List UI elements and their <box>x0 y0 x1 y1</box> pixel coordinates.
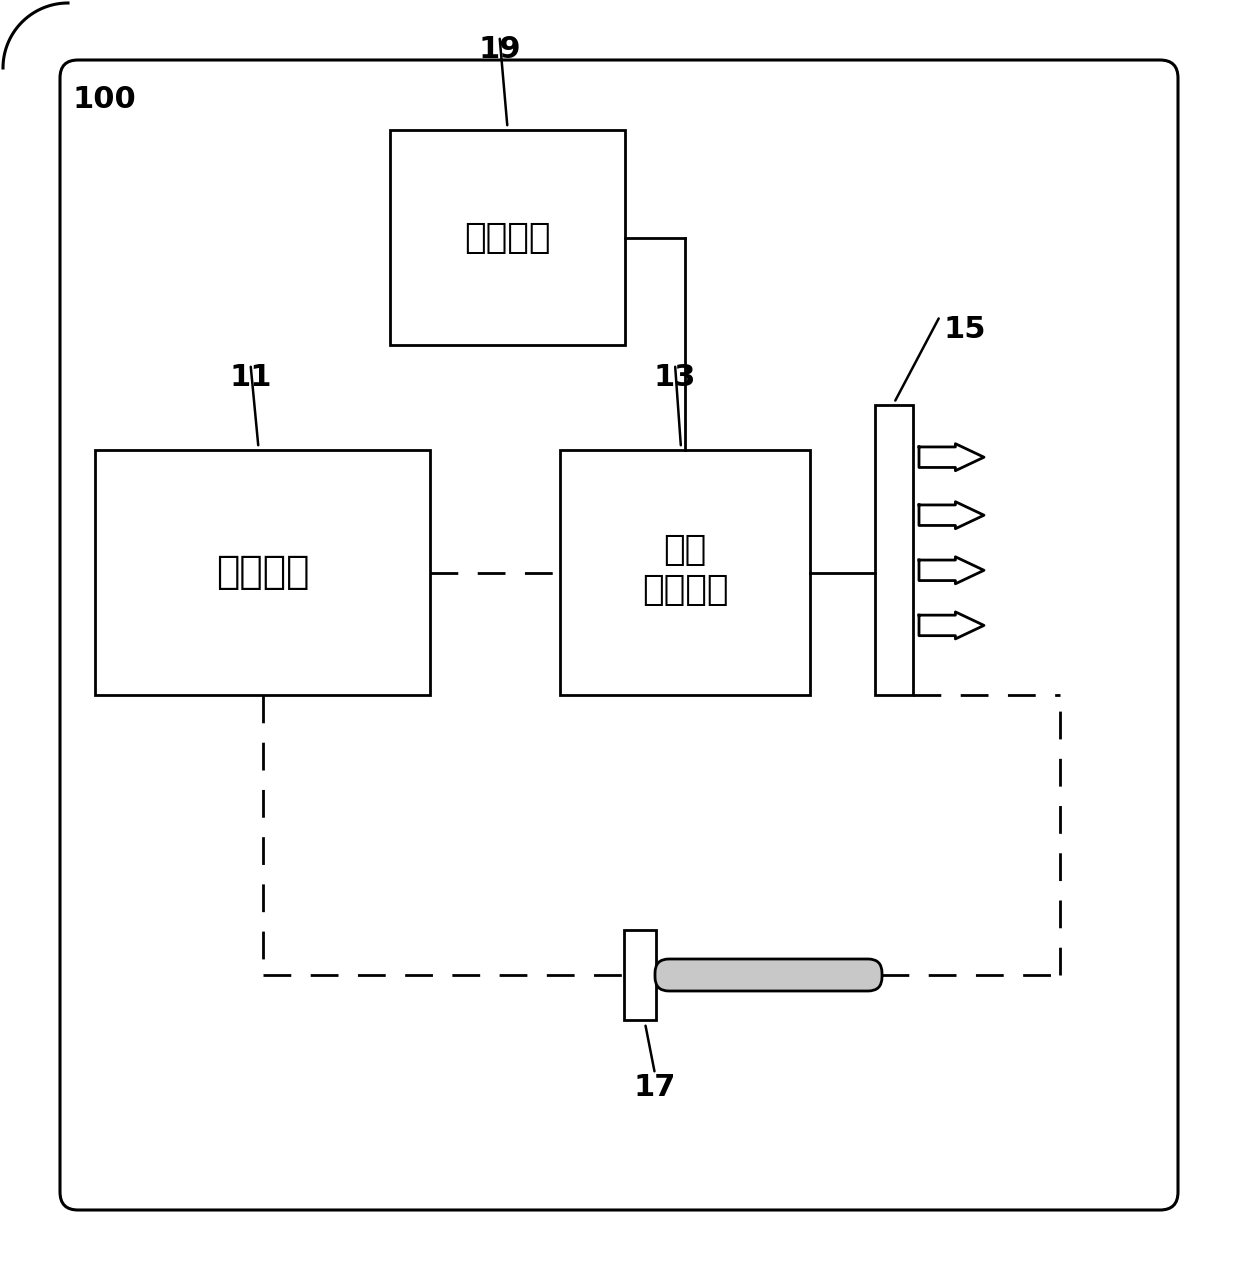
FancyBboxPatch shape <box>655 959 882 990</box>
Text: 控制单元: 控制单元 <box>216 554 309 592</box>
FancyBboxPatch shape <box>60 60 1178 1211</box>
Bar <box>560 449 810 695</box>
Text: 15: 15 <box>944 316 986 345</box>
Text: 蛘汽生成: 蛘汽生成 <box>642 574 728 607</box>
Bar <box>624 931 656 1020</box>
Text: 单元: 单元 <box>663 533 707 568</box>
Text: 19: 19 <box>479 36 521 65</box>
Bar <box>391 130 625 345</box>
Text: 供水单元: 供水单元 <box>464 220 551 255</box>
Text: 11: 11 <box>229 364 272 392</box>
Bar <box>95 449 430 695</box>
Text: 17: 17 <box>634 1073 676 1102</box>
Bar <box>875 405 913 695</box>
Text: 100: 100 <box>72 85 135 115</box>
Text: 13: 13 <box>653 364 696 392</box>
